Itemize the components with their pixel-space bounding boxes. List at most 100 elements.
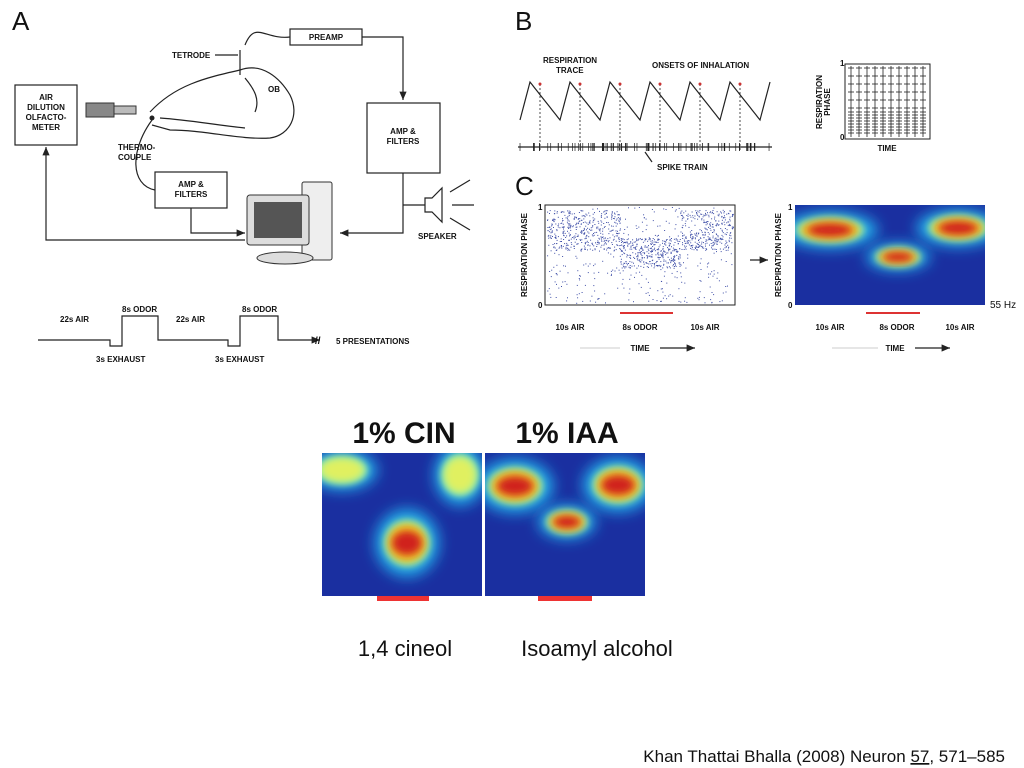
spike-dot xyxy=(684,282,686,284)
spike-dot xyxy=(552,219,553,221)
wire xyxy=(244,31,291,46)
spike-dot xyxy=(580,239,581,241)
spike-dot xyxy=(637,258,639,260)
spike-dot xyxy=(641,259,643,261)
spike-dot xyxy=(599,210,600,212)
spike-dot xyxy=(608,233,610,235)
spike-dot xyxy=(555,236,557,238)
spike-dot xyxy=(712,248,714,250)
spike-dot xyxy=(555,235,557,237)
spike-dot xyxy=(643,263,645,265)
spike-dot xyxy=(729,210,731,212)
spike-dot xyxy=(573,218,575,220)
spike-dot xyxy=(561,222,563,224)
spike-dot xyxy=(684,300,686,302)
spike-dot xyxy=(653,267,655,269)
spike-dot xyxy=(669,238,671,240)
tetrode-wire xyxy=(239,50,258,113)
spike-dot xyxy=(625,242,627,244)
spike-dot xyxy=(624,267,626,269)
spike-dot xyxy=(691,234,693,235)
spike-dot xyxy=(606,247,608,249)
spike-dot xyxy=(732,228,733,230)
spike-dot xyxy=(653,241,655,243)
spike-dot xyxy=(593,234,595,236)
spike-dot xyxy=(547,230,549,232)
spike-dot xyxy=(654,263,655,265)
spike-dot xyxy=(660,253,662,255)
spike-dot xyxy=(646,257,648,259)
spike-dot xyxy=(586,229,587,231)
spike-dot xyxy=(554,219,556,221)
spike-dot xyxy=(670,240,672,242)
spike-dot xyxy=(723,221,725,223)
spike-dot xyxy=(621,241,622,243)
spike-dot xyxy=(668,245,670,247)
spike-dot xyxy=(581,231,583,233)
spike-dot xyxy=(547,255,549,257)
spike-dot xyxy=(646,224,648,226)
spike-dot xyxy=(558,247,560,249)
spike-dot xyxy=(658,246,660,248)
spike-dot xyxy=(634,276,635,278)
spike-dot xyxy=(712,241,714,243)
spike-dot xyxy=(717,240,719,242)
spike-dot xyxy=(613,249,615,251)
spike-dot xyxy=(708,226,709,228)
spike-dot xyxy=(703,221,705,223)
spike-dot xyxy=(569,223,571,225)
spike-dot xyxy=(705,249,707,251)
spike-dot xyxy=(596,228,598,230)
spike-dot xyxy=(726,229,728,231)
spike-dot xyxy=(705,212,706,214)
spike-dot xyxy=(674,242,676,243)
spike-dot xyxy=(625,266,627,268)
spike-dot xyxy=(576,239,577,241)
spike-dot xyxy=(624,262,626,264)
spike-dot xyxy=(641,248,643,250)
spike-dot xyxy=(626,256,628,258)
timeline-label: 22s AIR xyxy=(60,315,89,324)
spike-dot xyxy=(712,275,714,277)
respiration-trace xyxy=(519,80,771,122)
panel-label: B xyxy=(515,6,532,36)
spike-dot xyxy=(556,239,558,241)
spike-dot xyxy=(600,228,601,230)
spike-dot xyxy=(648,245,649,247)
spike-dot xyxy=(696,246,698,248)
axis-label: PHASE xyxy=(823,88,832,116)
spike-dot xyxy=(651,242,653,244)
spike-dot xyxy=(647,281,649,283)
spike-dot xyxy=(722,209,724,211)
spike-dot xyxy=(611,229,613,231)
spike-dot xyxy=(709,273,711,275)
spike-dot xyxy=(563,235,565,237)
spike-dot xyxy=(625,261,627,263)
spike-dot xyxy=(720,211,722,213)
spike-dot xyxy=(703,237,705,239)
spike-dot xyxy=(729,218,731,220)
spike-dot xyxy=(621,267,623,269)
spike-dot xyxy=(632,239,634,241)
spike-dot xyxy=(713,273,715,275)
spike-dot xyxy=(700,237,702,239)
spike-dot xyxy=(727,224,729,226)
spike-dot xyxy=(691,245,692,246)
spike-dot xyxy=(675,238,677,240)
spike-dot xyxy=(679,240,681,242)
spike-dot xyxy=(721,223,723,225)
spike-dot xyxy=(623,232,625,234)
spike-dot xyxy=(601,221,603,223)
spike-dot xyxy=(652,251,653,252)
spike-dot xyxy=(663,250,665,252)
spike-dot xyxy=(726,213,728,215)
spike-dot xyxy=(618,219,620,221)
spike-dot xyxy=(666,266,668,268)
spike-dot xyxy=(700,245,702,247)
spike-dot xyxy=(717,224,719,226)
spike-dot xyxy=(673,258,675,260)
spike-dot xyxy=(619,255,621,257)
spike-dot xyxy=(662,248,664,250)
spike-dot xyxy=(703,297,705,299)
spike-dot xyxy=(712,232,713,233)
